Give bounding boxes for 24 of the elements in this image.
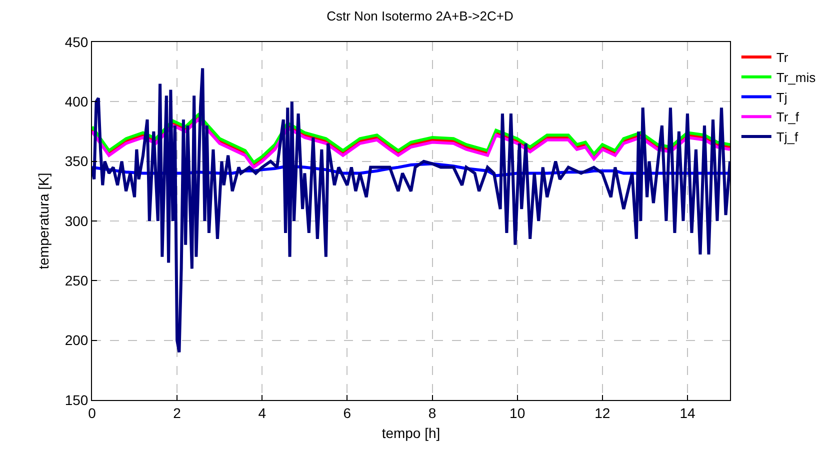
y-tick-label: 250	[64, 272, 88, 289]
y-tick-label: 350	[64, 153, 88, 170]
line-series	[92, 66, 730, 354]
legend-label: Tj	[776, 90, 788, 105]
y-tick-label: 450	[64, 34, 88, 50]
x-tick-label: 12	[594, 404, 610, 421]
y-tick-label: 150	[64, 392, 88, 408]
x-tick-label: 2	[173, 404, 182, 421]
x-tick-label: 6	[343, 404, 352, 421]
legend-label: Tj_f	[776, 130, 798, 145]
x-tick-label: 4	[258, 404, 266, 421]
x-tick-label: 14	[680, 404, 696, 421]
x-tick-label: 10	[510, 404, 526, 421]
legend-label: Tr_f	[776, 110, 800, 125]
y-tick-label: 300	[64, 212, 88, 229]
legend-label: Tr_mis	[776, 70, 816, 85]
chart-title: Cstr Non Isotermo 2A+B->2C+D	[326, 8, 514, 24]
y-tick-label: 400	[64, 94, 88, 110]
x-tick-label: 8	[428, 404, 436, 421]
y-tick-label: 200	[64, 332, 88, 348]
x-axis-title: tempo [h]	[382, 425, 440, 442]
y-axis-title: temperatura [K]	[35, 172, 52, 270]
legend-label: Tr	[776, 50, 789, 66]
x-tick-label: 0	[88, 404, 96, 421]
